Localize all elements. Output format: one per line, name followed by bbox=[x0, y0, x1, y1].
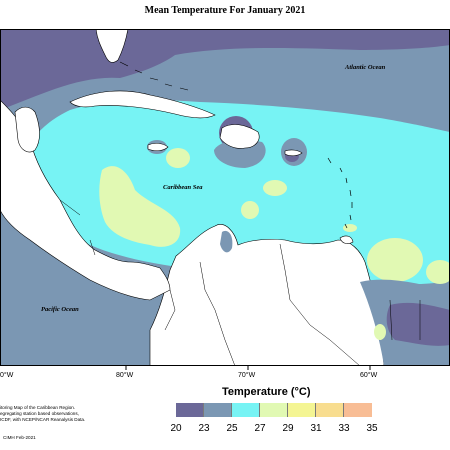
temp-ring-hispaniola bbox=[214, 140, 266, 168]
temp-warm-central-sea bbox=[263, 180, 287, 196]
legend-tick-31: 31 bbox=[310, 423, 322, 434]
lon-label-80w: 80°W bbox=[116, 372, 134, 379]
note-line-2: egregating station based observations, bbox=[0, 411, 79, 416]
legend-tick-33: 33 bbox=[338, 423, 350, 434]
legend-tick-35: 35 bbox=[366, 423, 378, 434]
temp-warm-abc bbox=[241, 201, 259, 219]
land-jamaica bbox=[147, 142, 169, 152]
land-florida bbox=[95, 29, 129, 63]
legend-swatch-29-31 bbox=[288, 403, 316, 417]
temp-warm-east-edge bbox=[426, 260, 450, 284]
lon-label-60w: 60°W bbox=[360, 372, 378, 379]
legend-tick-27: 27 bbox=[254, 423, 266, 434]
temp-warm-jamaica-south bbox=[166, 148, 190, 168]
note-line-1: itoring Map of the Caribbean Region. bbox=[0, 405, 76, 410]
legend-tick-25: 25 bbox=[226, 423, 238, 434]
legend-swatch-20-23 bbox=[176, 403, 204, 417]
legend-swatch-31-33 bbox=[316, 403, 344, 417]
land-lesser-antilles bbox=[327, 157, 353, 229]
lon-label-90w: 0°W bbox=[0, 372, 14, 379]
legend-swatch-27-29 bbox=[260, 403, 288, 417]
temp-warm-windward bbox=[343, 224, 357, 232]
longitude-ticks bbox=[125, 366, 371, 370]
temp-sa-south-warm bbox=[374, 324, 386, 340]
country-borders bbox=[59, 199, 421, 366]
note-credit: CIMH Feb-2021 bbox=[3, 435, 36, 440]
land-hispaniola bbox=[219, 124, 260, 149]
legend-swatch-25-27 bbox=[232, 403, 260, 417]
note-line-3: ICDF, with NCEP/NCAR Reanalysis Data. bbox=[0, 417, 86, 422]
land-yucatan bbox=[14, 106, 40, 153]
lon-label-70w: 70°W bbox=[238, 372, 256, 379]
temp-sa-guiana-purple bbox=[386, 302, 450, 346]
legend-tick-23: 23 bbox=[198, 423, 210, 434]
label-atlantic-ocean: Atlantic Ocean bbox=[345, 64, 386, 71]
temp-warm-central-america bbox=[99, 166, 181, 247]
legend-tick-29: 29 bbox=[282, 423, 294, 434]
label-caribbean-sea: Caribbean Sea bbox=[163, 184, 203, 191]
land-cuba bbox=[69, 90, 216, 119]
land-trinidad bbox=[339, 235, 354, 244]
temp-warm-southeast bbox=[367, 238, 423, 282]
map-title: Mean Temperature For January 2021 bbox=[144, 5, 306, 16]
legend-swatch-23-25 bbox=[204, 403, 232, 417]
label-pacific-ocean: Pacific Ocean bbox=[41, 306, 79, 313]
land-puerto-rico bbox=[284, 149, 303, 157]
legend-swatch-33-35 bbox=[344, 403, 372, 417]
temp-sa-lake-steel bbox=[220, 230, 233, 253]
legend-tick-20: 20 bbox=[170, 423, 182, 434]
legend-title: Temperature (°C) bbox=[222, 386, 311, 398]
land-bahamas bbox=[119, 61, 189, 91]
